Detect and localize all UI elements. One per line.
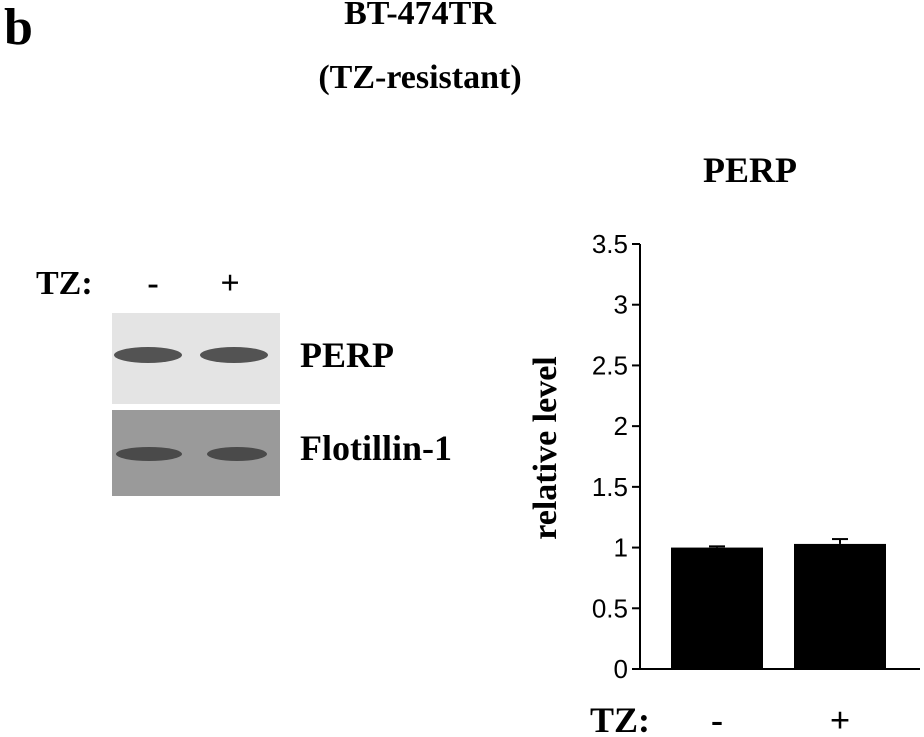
blot-band-flotillin-plus: [207, 447, 267, 461]
x-tick-label: +: [830, 700, 851, 737]
x-tick-label: -: [711, 700, 723, 737]
x-axis-label: TZ:: [590, 700, 650, 737]
blot-band-perp-plus: [200, 347, 268, 363]
y-tick-label: 2.5: [592, 350, 628, 380]
blot-band-flotillin-minus: [116, 447, 182, 461]
blot-row-label-perp: PERP: [300, 335, 394, 375]
x-tick-labels: - +: [711, 700, 850, 737]
y-tick-label: 1: [614, 533, 628, 563]
chart-title: PERP: [703, 150, 797, 190]
y-tick-label: 0.5: [592, 593, 628, 623]
y-tick-label: 3: [614, 290, 628, 320]
y-ticks: 0 0.5 1 1.5 2 2.5 3 3.5: [592, 229, 640, 684]
cell-line-title: BT-474TR: [344, 0, 496, 32]
blot-band-perp-minus: [114, 347, 182, 363]
bar: [671, 547, 763, 669]
y-tick-label: 2: [614, 411, 628, 441]
western-blot: TZ: - + PERP Flotillin-1: [36, 265, 452, 496]
y-tick-label: 3.5: [592, 229, 628, 259]
y-tick-label: 1.5: [592, 472, 628, 502]
y-axis-label: relative level: [527, 356, 564, 539]
cell-line-subtitle: (TZ-resistant): [318, 59, 521, 96]
y-tick-label: 0: [614, 654, 628, 684]
panel-letter: b: [4, 0, 33, 56]
blot-lane-label-minus: -: [147, 265, 158, 302]
blot-lane-label-plus: +: [220, 265, 239, 302]
bar: [794, 543, 886, 669]
bar-chart: PERP relative level TZ: 0 0.5 1 1.5 2 2.5 3 3.5…: [527, 150, 920, 737]
blot-row-label-flotillin: Flotillin-1: [300, 428, 452, 468]
bars: [671, 538, 886, 669]
blot-treatment-label: TZ:: [36, 265, 93, 302]
